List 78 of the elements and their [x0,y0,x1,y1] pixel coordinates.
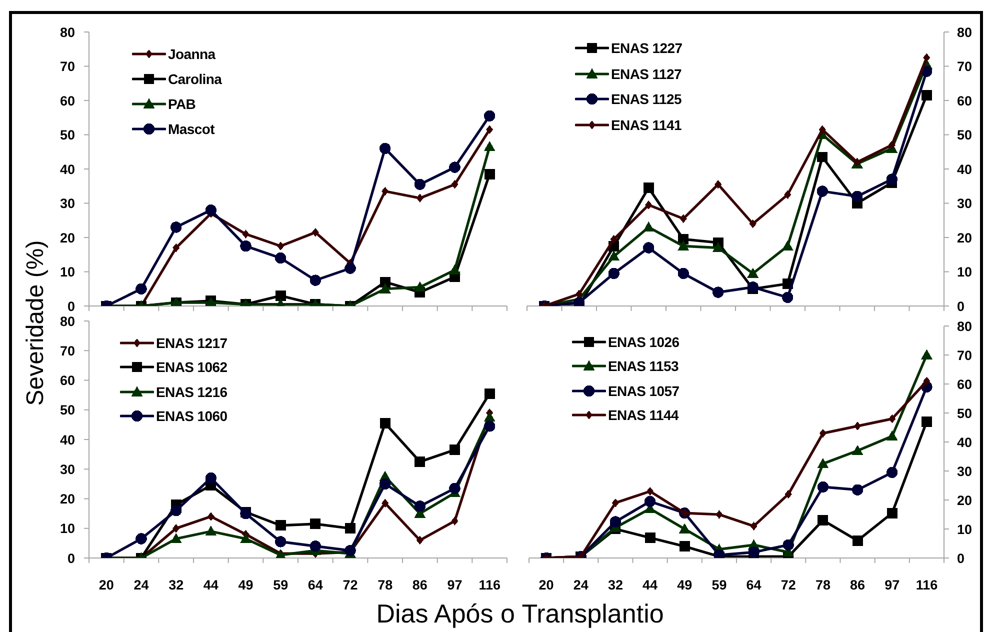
x-tick-label: 97 [884,578,900,593]
y-tick-label: 40 [60,162,75,177]
legend-label: ENAS 1060 [156,408,228,424]
x-tick-label: 59 [273,578,288,593]
y-tick-label: 50 [60,128,75,143]
y-tick-label: 70 [60,343,75,358]
x-tick-label: 24 [573,578,589,593]
legend-label: ENAS 1216 [156,384,228,400]
y2-tick-label: 10 [957,522,972,537]
y-tick-label: 40 [60,432,75,448]
y2-tick-label: 70 [957,59,972,74]
legend-label: ENAS 1062 [156,359,228,376]
legend-label: ENAS 1125 [611,91,682,108]
y2-tick-label: 40 [957,434,972,450]
x-tick-label: 49 [677,578,692,593]
x-tick-label: 78 [815,578,831,593]
y-tick-label: 0 [67,550,75,566]
y-tick-label: 20 [60,492,75,507]
legend-label: ENAS 1057 [608,382,680,399]
legend-label: ENAS 1153 [608,358,678,374]
x-tick-label: 49 [238,578,254,593]
y2-tick-label: 30 [957,196,972,212]
y2-tick-label: 0 [957,298,965,314]
x-tick-label: 72 [342,578,358,593]
y-tick-label: 0 [67,298,75,314]
y2-tick-label: 20 [957,492,972,508]
legend-label: Joanna [168,46,216,62]
y-tick-label: 30 [60,462,75,477]
y2-tick-label: 70 [957,348,972,363]
x-tick-label: 72 [780,578,796,593]
legend-label: ENAS 1217 [156,334,228,351]
y-tick-label: 10 [60,264,75,280]
x-tick-label: 86 [850,578,866,593]
x-tick-label: 78 [378,578,394,593]
x-tick-label: 86 [412,578,428,593]
y2-tick-label: 80 [957,318,972,334]
x-tick-label: 32 [608,578,623,593]
y-tick-label: 20 [60,230,75,246]
x-tick-label: 64 [746,578,762,593]
x-tick-label: 116 [916,578,938,593]
x-tick-label: 20 [98,578,114,593]
legend-label: ENAS 1127 [611,66,682,82]
x-tick-label: 32 [168,578,184,593]
legend-label: ENAS 1141 [611,116,682,133]
y-axis-title: Severidade (%) [22,240,49,406]
y-tick-label: 60 [60,93,75,108]
y-tick-label: 30 [60,196,75,212]
legend-label: PAB [168,96,196,112]
y2-tick-label: 40 [957,162,972,177]
y2-tick-label: 60 [957,376,972,392]
legend-label: Carolina [168,71,222,87]
y2-tick-label: 0 [957,550,965,566]
y2-tick-label: 30 [957,464,972,479]
x-tick-label: 97 [447,578,462,593]
legend-label: Mascot [168,121,214,137]
x-tick-label: 20 [538,578,554,593]
x-tick-label: 116 [478,578,501,593]
y-tick-label: 70 [60,59,75,74]
y2-tick-label: 50 [957,406,972,421]
legend-label: ENAS 1227 [611,40,682,56]
x-tick-label: 44 [203,578,219,593]
y2-tick-label: 50 [957,128,972,143]
y-tick-label: 60 [60,373,75,388]
x-tick-label: 64 [308,578,324,593]
y-tick-label: 80 [60,24,75,40]
y-tick-label: 50 [60,402,75,418]
y-tick-label: 80 [60,314,75,329]
x-tick-label: 24 [134,578,150,593]
legend-label: ENAS 1144 [608,407,678,424]
y2-tick-label: 10 [957,264,972,280]
y-tick-label: 10 [60,521,75,536]
x-tick-label: 59 [712,578,727,593]
x-tick-label: 44 [642,578,658,593]
y2-tick-label: 20 [957,230,972,246]
legend-label: ENAS 1026 [608,334,680,350]
x-axis-title: Dias Após o Transplantio [376,598,664,628]
y2-tick-label: 60 [957,93,972,108]
y2-tick-label: 80 [957,24,972,40]
